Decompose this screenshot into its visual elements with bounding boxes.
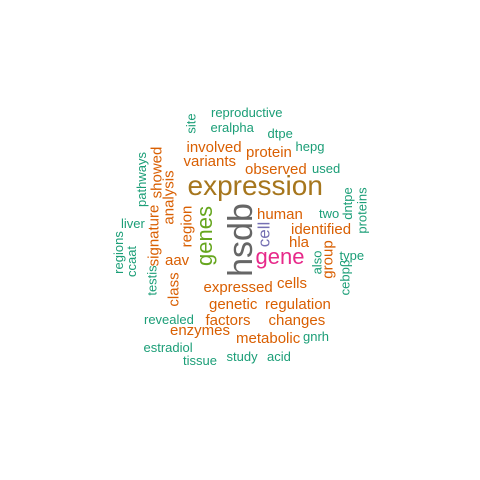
word-tissue: tissue xyxy=(183,352,217,368)
word-revealed: revealed xyxy=(144,311,194,327)
word-class: class xyxy=(165,271,183,307)
word-liver: liver xyxy=(121,215,145,231)
word-reproductive: reproductive xyxy=(211,104,283,120)
word-involved: involved xyxy=(186,138,242,156)
word-ccaat: ccaat xyxy=(123,245,139,277)
word-type: type xyxy=(339,247,365,263)
word-metabolic: metabolic xyxy=(236,329,301,347)
word-factors: factors xyxy=(205,311,251,329)
word-identified: identified xyxy=(291,220,352,238)
word-observed: observed xyxy=(245,160,307,178)
word-hepg: hepg xyxy=(295,138,325,154)
word-study: study xyxy=(226,348,258,364)
word-protein: protein xyxy=(246,143,292,161)
word-testis: testis xyxy=(144,264,160,296)
word-expressed: expressed xyxy=(203,278,273,296)
word-cells: cells xyxy=(277,274,308,292)
word-dtpe: dtpe xyxy=(267,125,293,141)
word-region: region xyxy=(178,205,196,247)
word-genes: genes xyxy=(191,206,217,266)
word-signature: signature xyxy=(145,204,163,266)
word-hsdb: hsdb xyxy=(221,203,260,277)
word-regions: regions xyxy=(110,230,126,274)
word-changes: changes xyxy=(268,311,326,329)
word-hla: hla xyxy=(289,233,310,251)
word-genetic: genetic xyxy=(209,295,258,313)
word-showed: showed xyxy=(148,146,166,198)
word-human: human xyxy=(257,205,303,223)
word-aav: aav xyxy=(165,251,190,269)
word-estradiol: estradiol xyxy=(143,339,193,355)
word-acid: acid xyxy=(267,348,291,364)
word-eralpha: eralpha xyxy=(210,119,254,135)
word-site: site xyxy=(183,112,199,134)
word-regulation: regulation xyxy=(265,295,331,313)
word-two: two xyxy=(319,205,340,221)
word-proteins: proteins xyxy=(354,186,370,234)
word-cebp-: cebpβ xyxy=(337,259,353,295)
word-enzymes: enzymes xyxy=(170,321,231,339)
word-variants: variants xyxy=(183,152,237,170)
word-dntpe: dntpe xyxy=(339,186,355,220)
word-used: used xyxy=(312,160,341,176)
word-expression: expression xyxy=(187,170,323,201)
word-pathways: pathways xyxy=(133,151,149,207)
word-cell: cell xyxy=(254,221,274,247)
word-gene: gene xyxy=(255,244,305,269)
word-also: also xyxy=(309,250,325,274)
word-gnrh: gnrh xyxy=(303,328,330,344)
